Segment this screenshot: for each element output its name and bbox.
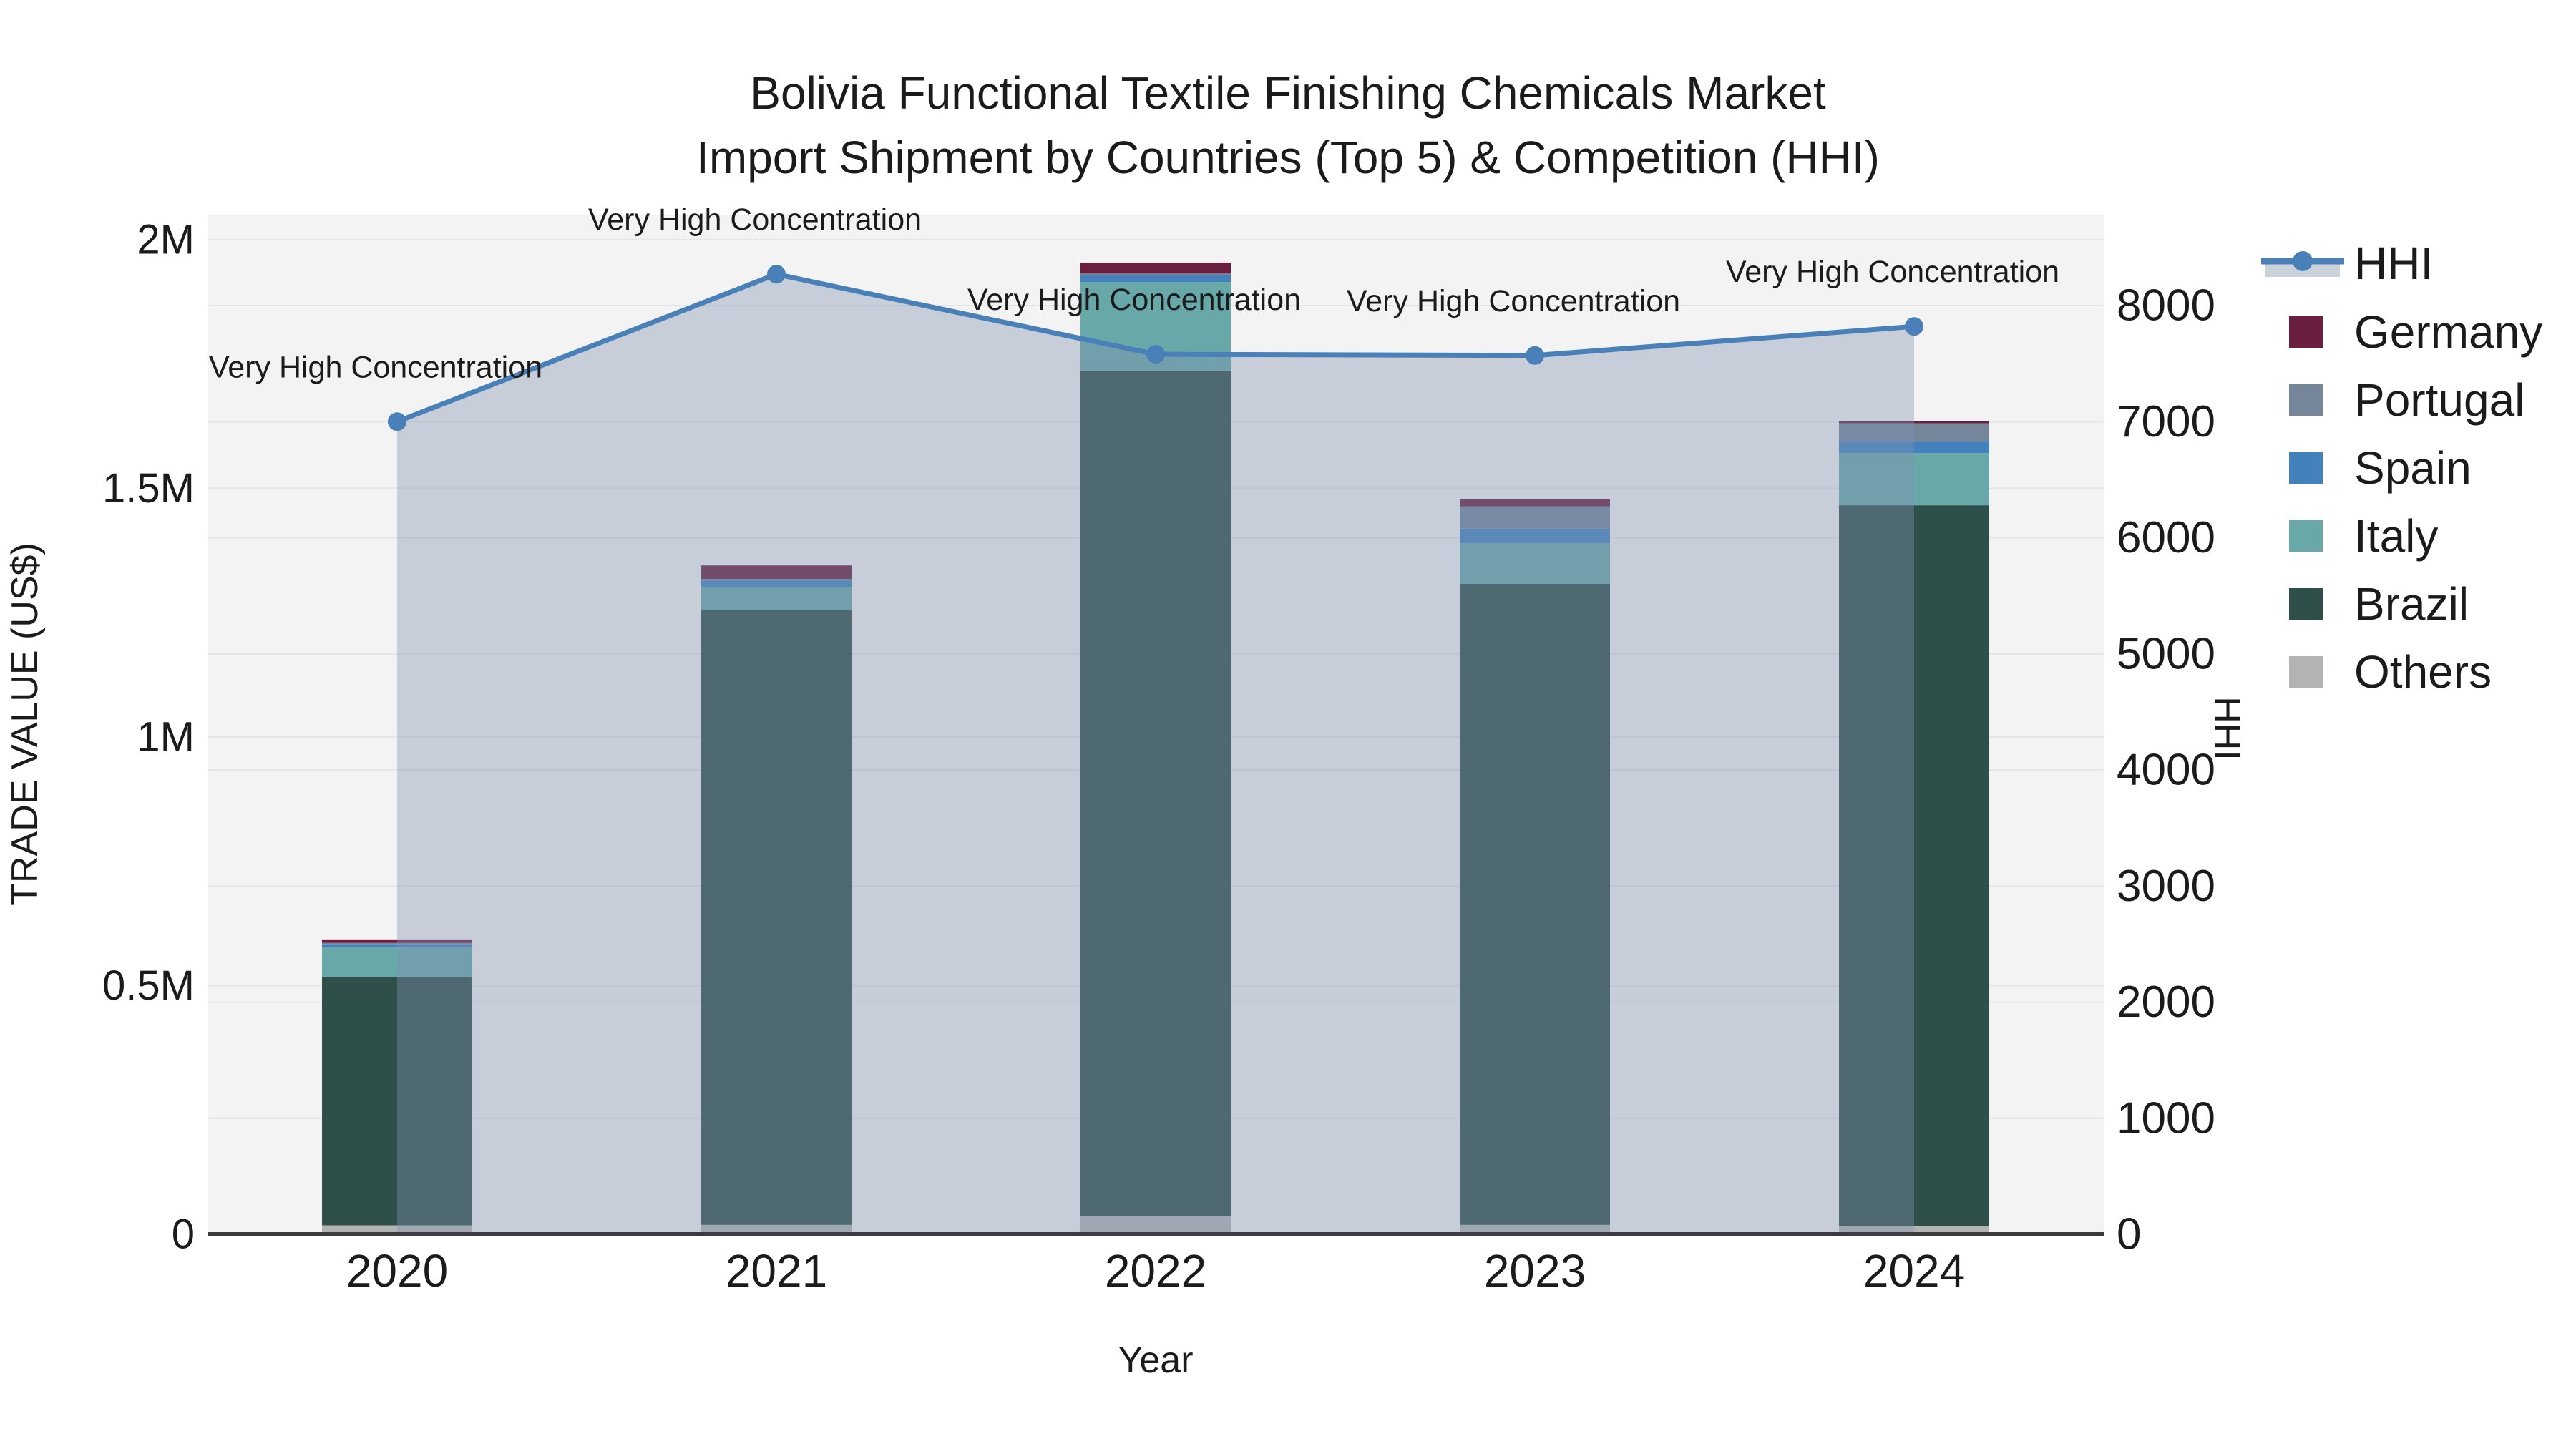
left-tick-0.5M: 0.5M (102, 962, 195, 1009)
legend-swatch-portugal (2289, 384, 2323, 416)
bar-spain-2023[interactable] (1460, 528, 1610, 543)
bar-portugal-2022[interactable] (1080, 273, 1231, 276)
legend-swatch-others (2289, 656, 2323, 688)
bar-italy-2024[interactable] (1839, 453, 1989, 506)
bar-spain-2024[interactable] (1839, 441, 1989, 454)
bar-portugal-2020[interactable] (322, 942, 472, 945)
x-tick-2024: 2024 (1863, 1245, 1965, 1297)
axis-ticks: 0 0.5M 1M 1.5M 2M 0 1000 2000 3000 4000 5000 6000 70… (102, 217, 2215, 1297)
bar-brazil-2022[interactable] (1080, 370, 1231, 1216)
legend-label-italy: Italy (2354, 510, 2438, 562)
x-tick-2020: 2020 (346, 1245, 448, 1297)
right-axis-title: HHI (2206, 696, 2248, 761)
bar-brazil-2024[interactable] (1839, 505, 1989, 1226)
left-tick-2M: 2M (137, 217, 195, 263)
hhi-area (397, 274, 1914, 1234)
hhi-marker-2021[interactable] (767, 265, 786, 284)
right-tick-7000: 7000 (2117, 397, 2215, 447)
right-tick-0: 0 (2117, 1210, 2141, 1259)
legend-swatch-spain (2289, 452, 2323, 484)
hhi-area-fill (397, 274, 1914, 1234)
bar-others-2020[interactable] (322, 1225, 472, 1234)
hhi-marker-2022[interactable] (1146, 345, 1165, 364)
legend-item-germany[interactable]: Germany (2289, 306, 2542, 358)
bar-brazil-2023[interactable] (1460, 583, 1610, 1225)
legend-label-germany: Germany (2354, 306, 2542, 358)
bar-others-2022[interactable] (1080, 1216, 1231, 1234)
annotation-2022: Very High Concentration (967, 283, 1301, 317)
annotation-2020: Very High Concentration (209, 350, 542, 384)
legend-item-others[interactable]: Others (2289, 646, 2492, 698)
bar-italy-2020[interactable] (322, 947, 472, 977)
bar-spain-2022[interactable] (1080, 275, 1231, 283)
left-tick-0: 0 (172, 1211, 195, 1258)
legend-hhi-marker-sample (2293, 251, 2313, 271)
bar-germany-2024[interactable] (1839, 421, 1989, 424)
legend: HHI Germany Portugal Spain Italy Brazil Others (2261, 238, 2542, 698)
legend-item-brazil[interactable]: Brazil (2289, 578, 2469, 630)
legend-swatch-germany (2289, 316, 2323, 348)
hhi-marker-2020[interactable] (388, 412, 406, 431)
right-tick-3000: 3000 (2117, 862, 2215, 911)
right-tick-5000: 5000 (2117, 629, 2215, 678)
bar-others-2023[interactable] (1460, 1224, 1610, 1234)
x-tick-2021: 2021 (726, 1245, 827, 1297)
bar-others-2024[interactable] (1839, 1226, 1989, 1234)
legend-item-italy[interactable]: Italy (2289, 510, 2438, 562)
legend-item-hhi[interactable]: HHI (2261, 238, 2433, 289)
bar-germany-2022[interactable] (1080, 262, 1231, 274)
right-tick-2000: 2000 (2117, 977, 2215, 1027)
bar-germany-2020[interactable] (322, 939, 472, 943)
bar-portugal-2021[interactable] (701, 578, 852, 581)
annotation-2021: Very High Concentration (588, 203, 922, 237)
right-tick-4000: 4000 (2117, 746, 2215, 795)
chart-title-line2: Import Shipment by Countries (Top 5) & C… (696, 132, 1880, 183)
left-axis-title: TRADE VALUE (US$) (4, 542, 46, 906)
bar-portugal-2024[interactable] (1839, 423, 1989, 442)
legend-label-others: Others (2354, 646, 2492, 698)
annotations: Very High Concentration Very High Concent… (209, 203, 2059, 384)
legend-swatch-brazil (2289, 588, 2323, 620)
bar-brazil-2021[interactable] (701, 610, 852, 1225)
right-tick-6000: 6000 (2117, 513, 2215, 562)
x-axis-line (208, 1232, 2104, 1236)
annotation-2024: Very High Concentration (1726, 255, 2059, 289)
chart-title-line1: Bolivia Functional Textile Finishing Che… (750, 67, 1826, 119)
bar-italy-2021[interactable] (701, 587, 852, 610)
stacked-bars (322, 262, 1989, 1234)
legend-label-hhi: HHI (2354, 238, 2433, 289)
legend-swatch-italy (2289, 520, 2323, 552)
bar-italy-2023[interactable] (1460, 542, 1610, 584)
legend-label-brazil: Brazil (2354, 578, 2469, 630)
hhi-line (388, 265, 1923, 431)
hhi-marker-2023[interactable] (1526, 346, 1544, 365)
hhi-marker-2024[interactable] (1905, 317, 1923, 336)
legend-item-spain[interactable]: Spain (2289, 442, 2472, 494)
right-tick-1000: 1000 (2117, 1093, 2215, 1143)
bar-brazil-2020[interactable] (322, 976, 472, 1226)
x-axis-title: Year (1118, 1340, 1193, 1381)
right-tick-8000: 8000 (2117, 281, 2215, 331)
bar-spain-2020[interactable] (322, 944, 472, 947)
annotation-2023: Very High Concentration (1347, 284, 1680, 318)
left-tick-1M: 1M (137, 714, 195, 761)
legend-label-portugal: Portugal (2354, 374, 2524, 426)
x-tick-2022: 2022 (1105, 1245, 1206, 1297)
bar-spain-2021[interactable] (701, 580, 852, 587)
bar-germany-2021[interactable] (701, 565, 852, 579)
bar-portugal-2023[interactable] (1460, 506, 1610, 529)
left-tick-1.5M: 1.5M (102, 465, 195, 512)
x-tick-2023: 2023 (1484, 1245, 1586, 1297)
bar-germany-2023[interactable] (1460, 499, 1610, 507)
legend-item-portugal[interactable]: Portugal (2289, 374, 2524, 426)
bar-others-2021[interactable] (701, 1224, 852, 1234)
legend-label-spain: Spain (2354, 442, 2472, 494)
